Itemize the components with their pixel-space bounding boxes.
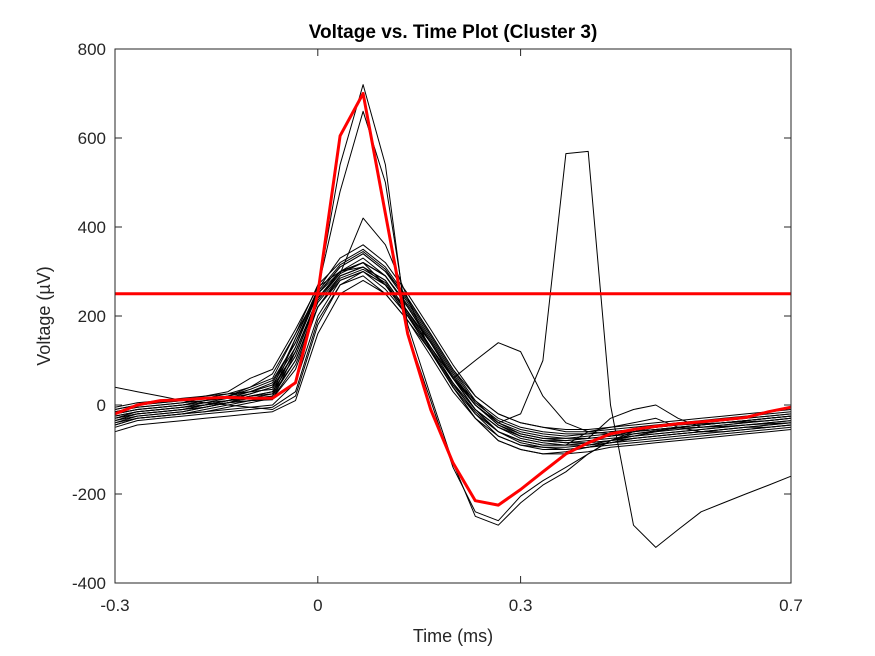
x-axis-label: Time (ms) xyxy=(413,626,493,646)
y-tick-label: 0 xyxy=(97,396,106,415)
x-tick-label: -0.3 xyxy=(100,596,129,615)
waveform-line-22 xyxy=(114,217,792,455)
waveform-line-21 xyxy=(114,262,792,442)
x-tick-label: 0.3 xyxy=(509,596,533,615)
waveform-line-16 xyxy=(114,271,792,448)
y-axis-label: Voltage (µV) xyxy=(34,266,54,365)
y-tick-label: -200 xyxy=(72,485,106,504)
x-tick-label: 0.7 xyxy=(779,596,803,615)
chart-title: Voltage vs. Time Plot (Cluster 3) xyxy=(309,22,598,43)
waveform-line-8 xyxy=(114,275,792,450)
y-tick-label: -400 xyxy=(72,574,106,593)
y-tick-label: 600 xyxy=(78,129,106,148)
y-axis: -400 -200 0 200 400 600 800 xyxy=(72,40,791,593)
y-tick-label: 400 xyxy=(78,218,106,237)
y-tick-label: 800 xyxy=(78,40,106,59)
mean-waveform-line xyxy=(114,92,792,507)
y-tick-label: 200 xyxy=(78,307,106,326)
series-group xyxy=(114,84,792,548)
x-tick-label: 0 xyxy=(313,596,322,615)
x-axis: -0.3 0 0.3 0.7 xyxy=(100,49,803,615)
